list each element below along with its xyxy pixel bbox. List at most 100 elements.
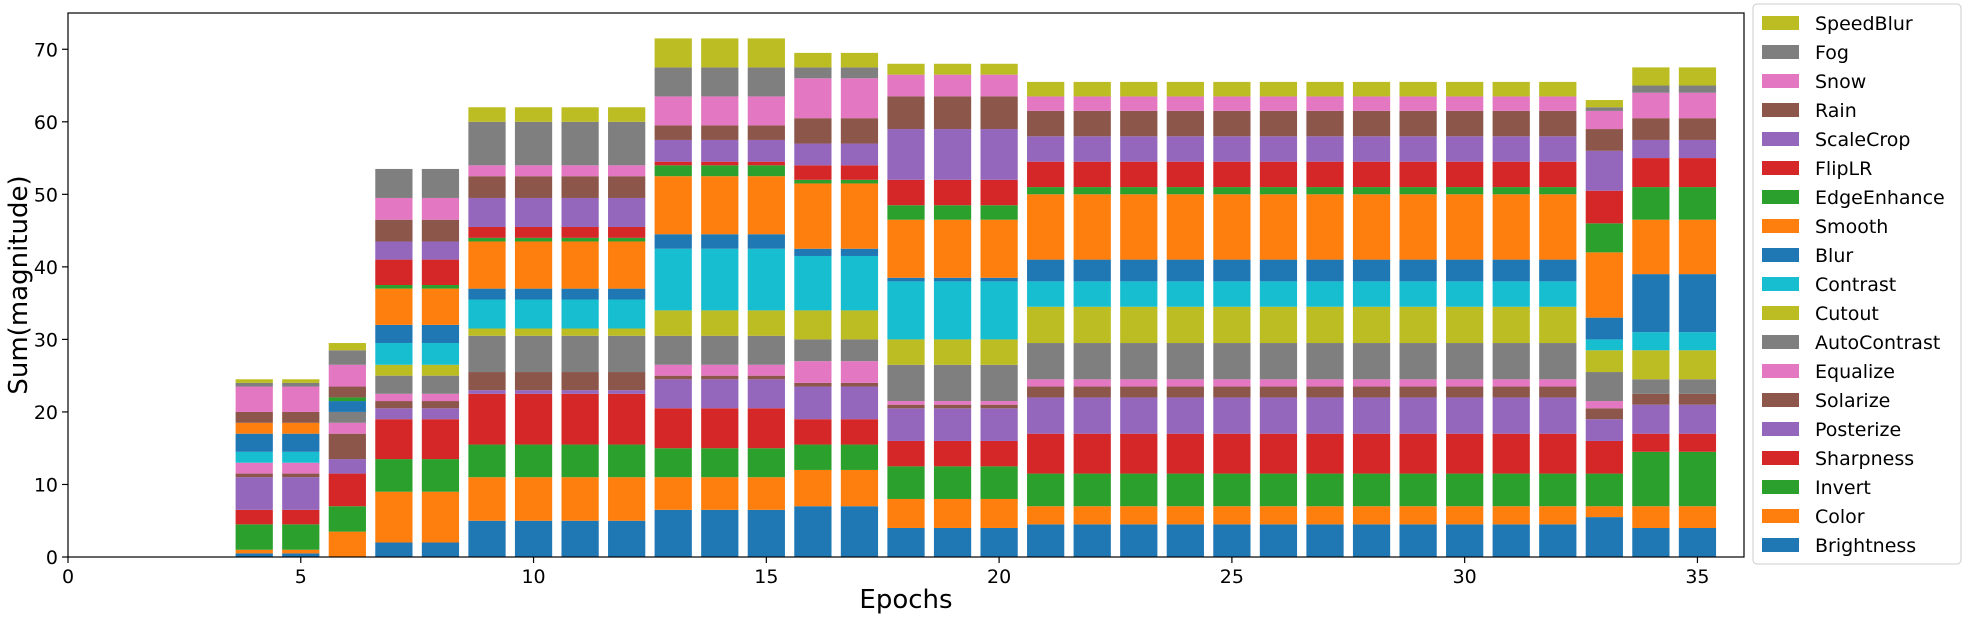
bar-segment-color-epoch-16	[794, 469, 832, 507]
bar-segment-posterize-epoch-11	[561, 390, 599, 394]
bar-segment-brightness-epoch-30	[1446, 524, 1484, 557]
bar-segment-posterize-epoch-29	[1399, 397, 1437, 434]
bar-segment-equalize-epoch-24	[1166, 379, 1204, 387]
bar-segment-edgeenhance-epoch-25	[1213, 187, 1251, 195]
bar-segment-contrast-epoch-7	[375, 343, 413, 365]
bar-segment-solarize-epoch-25	[1213, 386, 1251, 398]
bar-segment-sharpness-epoch-16	[794, 419, 832, 445]
bar-segment-contrast-epoch-34	[1632, 332, 1670, 351]
bar-segment-speedblur-epoch-31	[1492, 81, 1530, 97]
bar-segment-snow-epoch-9	[468, 165, 506, 177]
bar-segment-autocontrast-epoch-10	[514, 335, 553, 373]
bar-segment-snow-epoch-30	[1446, 96, 1484, 111]
bar-segment-autocontrast-epoch-12	[608, 335, 646, 373]
x-tick-label: 5	[295, 566, 307, 588]
bar-segment-brightness-epoch-29	[1399, 524, 1437, 557]
bar-segment-smooth-epoch-10	[514, 241, 553, 289]
legend-label-invert: Invert	[1815, 477, 1871, 499]
bar-segment-equalize-epoch-15	[747, 364, 785, 376]
bar-segment-solarize-epoch-28	[1352, 386, 1391, 398]
bar-segment-brightness-epoch-9	[468, 520, 506, 557]
bar-segment-posterize-epoch-33	[1585, 419, 1623, 441]
bar-segment-edgeenhance-epoch-18	[887, 205, 925, 220]
bar-segment-blur-epoch-20	[980, 277, 1018, 282]
bar-segment-sharpness-epoch-32	[1539, 433, 1577, 474]
bar-segment-brightness-epoch-14	[701, 509, 739, 557]
bar-segment-sharpness-epoch-30	[1446, 433, 1484, 474]
legend-label-autocontrast: AutoContrast	[1815, 332, 1940, 354]
bar-segment-sharpness-epoch-23	[1120, 433, 1158, 474]
bar-segment-solarize-epoch-8	[421, 401, 460, 409]
bar-segment-speedblur-epoch-25	[1213, 81, 1251, 97]
bar-segment-cutout-epoch-9	[468, 328, 506, 336]
bar-segment-contrast-epoch-16	[794, 255, 832, 311]
bar-segment-solarize-epoch-5	[282, 473, 320, 478]
legend-swatch-snow	[1762, 74, 1799, 88]
bar-segment-brightness-epoch-12	[608, 520, 646, 557]
bar-segment-sharpness-epoch-6	[328, 473, 366, 507]
bar-segment-posterize-epoch-24	[1166, 397, 1204, 434]
bar-segment-posterize-epoch-10	[514, 390, 553, 394]
bar-segment-cutout-epoch-12	[608, 328, 646, 336]
legend-label-speedblur: SpeedBlur	[1815, 13, 1913, 35]
bar-segment-solarize-epoch-23	[1120, 386, 1158, 398]
bar-segment-brightness-epoch-34	[1632, 527, 1670, 557]
bar-segment-solarize-epoch-22	[1073, 386, 1111, 398]
bar-segment-blur-epoch-7	[375, 324, 413, 344]
bar-segment-speedblur-epoch-34	[1632, 67, 1670, 86]
bar-segment-smooth-epoch-34	[1632, 219, 1670, 275]
bar-segment-fog-epoch-34	[1632, 85, 1670, 93]
bar-segment-fliplr-epoch-24	[1166, 161, 1204, 188]
legend-swatch-brightness	[1762, 538, 1799, 552]
bar-segment-speedblur-epoch-27	[1306, 81, 1344, 97]
bar-segment-rain-epoch-4	[235, 411, 273, 423]
bar-segment-posterize-epoch-8	[421, 408, 460, 420]
bar-segment-blur-epoch-22	[1073, 259, 1111, 282]
legend-label-sharpness: Sharpness	[1815, 448, 1914, 470]
bar-segment-blur-epoch-24	[1166, 259, 1204, 282]
bar-segment-edgeenhance-epoch-16	[794, 179, 832, 184]
bar-segment-edgeenhance-epoch-21	[1027, 187, 1065, 195]
bar-segment-speedblur-epoch-5	[282, 379, 320, 383]
bar-segment-contrast-epoch-27	[1306, 281, 1344, 307]
bar-segment-snow-epoch-21	[1027, 96, 1065, 111]
bar-segment-solarize-epoch-20	[980, 404, 1018, 409]
bar-segment-edgeenhance-epoch-12	[608, 237, 646, 242]
bar-segment-contrast-epoch-9	[468, 299, 506, 329]
bar-segment-blur-epoch-33	[1585, 317, 1623, 340]
bar-segment-solarize-epoch-6	[328, 433, 366, 460]
bar-segment-cutout-epoch-19	[933, 339, 972, 365]
bar-segment-invert-epoch-32	[1539, 473, 1577, 507]
bar-segment-posterize-epoch-9	[468, 390, 506, 394]
bar-segment-fliplr-epoch-16	[794, 165, 832, 180]
bar-segment-cutout-epoch-11	[561, 328, 599, 336]
x-tick-label: 30	[1453, 566, 1477, 588]
bar-segment-contrast-epoch-5	[282, 451, 320, 463]
bar-segment-rain-epoch-27	[1306, 110, 1344, 137]
bar-segment-invert-epoch-26	[1259, 473, 1298, 507]
bar-segment-solarize-epoch-16	[794, 382, 832, 387]
bar-segment-snow-epoch-14	[701, 96, 739, 126]
bar-segment-scalecrop-epoch-27	[1306, 136, 1344, 162]
bar-segment-brightness-epoch-10	[514, 520, 553, 557]
bar-segment-color-epoch-30	[1446, 506, 1484, 525]
x-axis-title: Epochs	[859, 585, 952, 615]
bar-segment-speedblur-epoch-19	[933, 63, 972, 75]
bar-segment-rain-epoch-5	[282, 411, 320, 423]
bar-segment-snow-epoch-20	[980, 74, 1018, 97]
bar-segment-edgeenhance-epoch-13	[654, 165, 692, 177]
bar-segment-rain-epoch-22	[1073, 110, 1111, 137]
bar-segment-fliplr-epoch-25	[1213, 161, 1251, 188]
bar-segment-edgeenhance-epoch-23	[1120, 187, 1158, 195]
bar-segment-invert-epoch-28	[1352, 473, 1391, 507]
bar-segment-sharpness-epoch-12	[608, 393, 646, 445]
bar-segment-invert-epoch-20	[980, 466, 1018, 499]
bar-segment-autocontrast-epoch-31	[1492, 343, 1530, 380]
bar-segment-posterize-epoch-26	[1259, 397, 1298, 434]
bar-segment-fliplr-epoch-11	[561, 226, 599, 238]
bar-segment-fog-epoch-10	[514, 121, 553, 166]
bar-segment-equalize-epoch-23	[1120, 379, 1158, 387]
bar-segment-color-epoch-35	[1678, 506, 1717, 528]
bar-segment-fog-epoch-12	[608, 121, 646, 166]
bar-segment-scalecrop-epoch-12	[608, 197, 646, 227]
